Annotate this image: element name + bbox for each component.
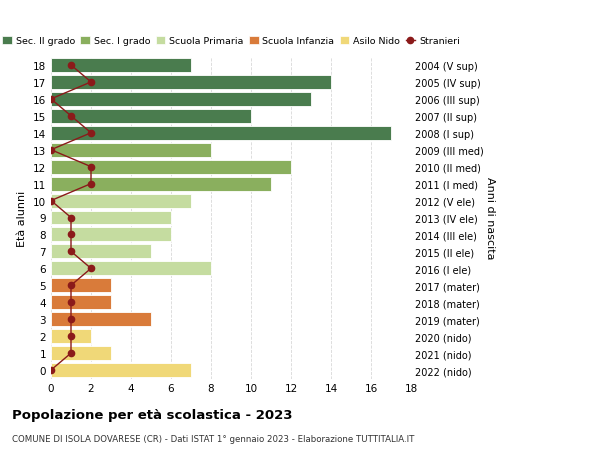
Bar [51, 144, 211, 157]
Bar [51, 262, 211, 276]
Bar [51, 194, 191, 208]
Y-axis label: Anni di nascita: Anni di nascita [485, 177, 495, 259]
Bar [51, 347, 111, 360]
Bar [51, 160, 291, 174]
Bar [51, 296, 111, 309]
Bar [51, 363, 191, 377]
Bar [51, 76, 331, 90]
Bar [51, 330, 91, 343]
Bar [51, 228, 171, 242]
Y-axis label: Età alunni: Età alunni [17, 190, 28, 246]
Bar [51, 93, 311, 106]
Bar [51, 279, 111, 292]
Bar [51, 313, 151, 326]
Bar [51, 110, 251, 123]
Text: COMUNE DI ISOLA DOVARESE (CR) - Dati ISTAT 1° gennaio 2023 - Elaborazione TUTTIT: COMUNE DI ISOLA DOVARESE (CR) - Dati IST… [12, 434, 415, 443]
Bar [51, 177, 271, 191]
Legend: Sec. II grado, Sec. I grado, Scuola Primaria, Scuola Infanzia, Asilo Nido, Stran: Sec. II grado, Sec. I grado, Scuola Prim… [2, 37, 460, 46]
Bar [51, 59, 191, 73]
Bar [51, 127, 391, 140]
Bar [51, 211, 171, 225]
Text: Popolazione per età scolastica - 2023: Popolazione per età scolastica - 2023 [12, 409, 293, 421]
Bar [51, 245, 151, 259]
